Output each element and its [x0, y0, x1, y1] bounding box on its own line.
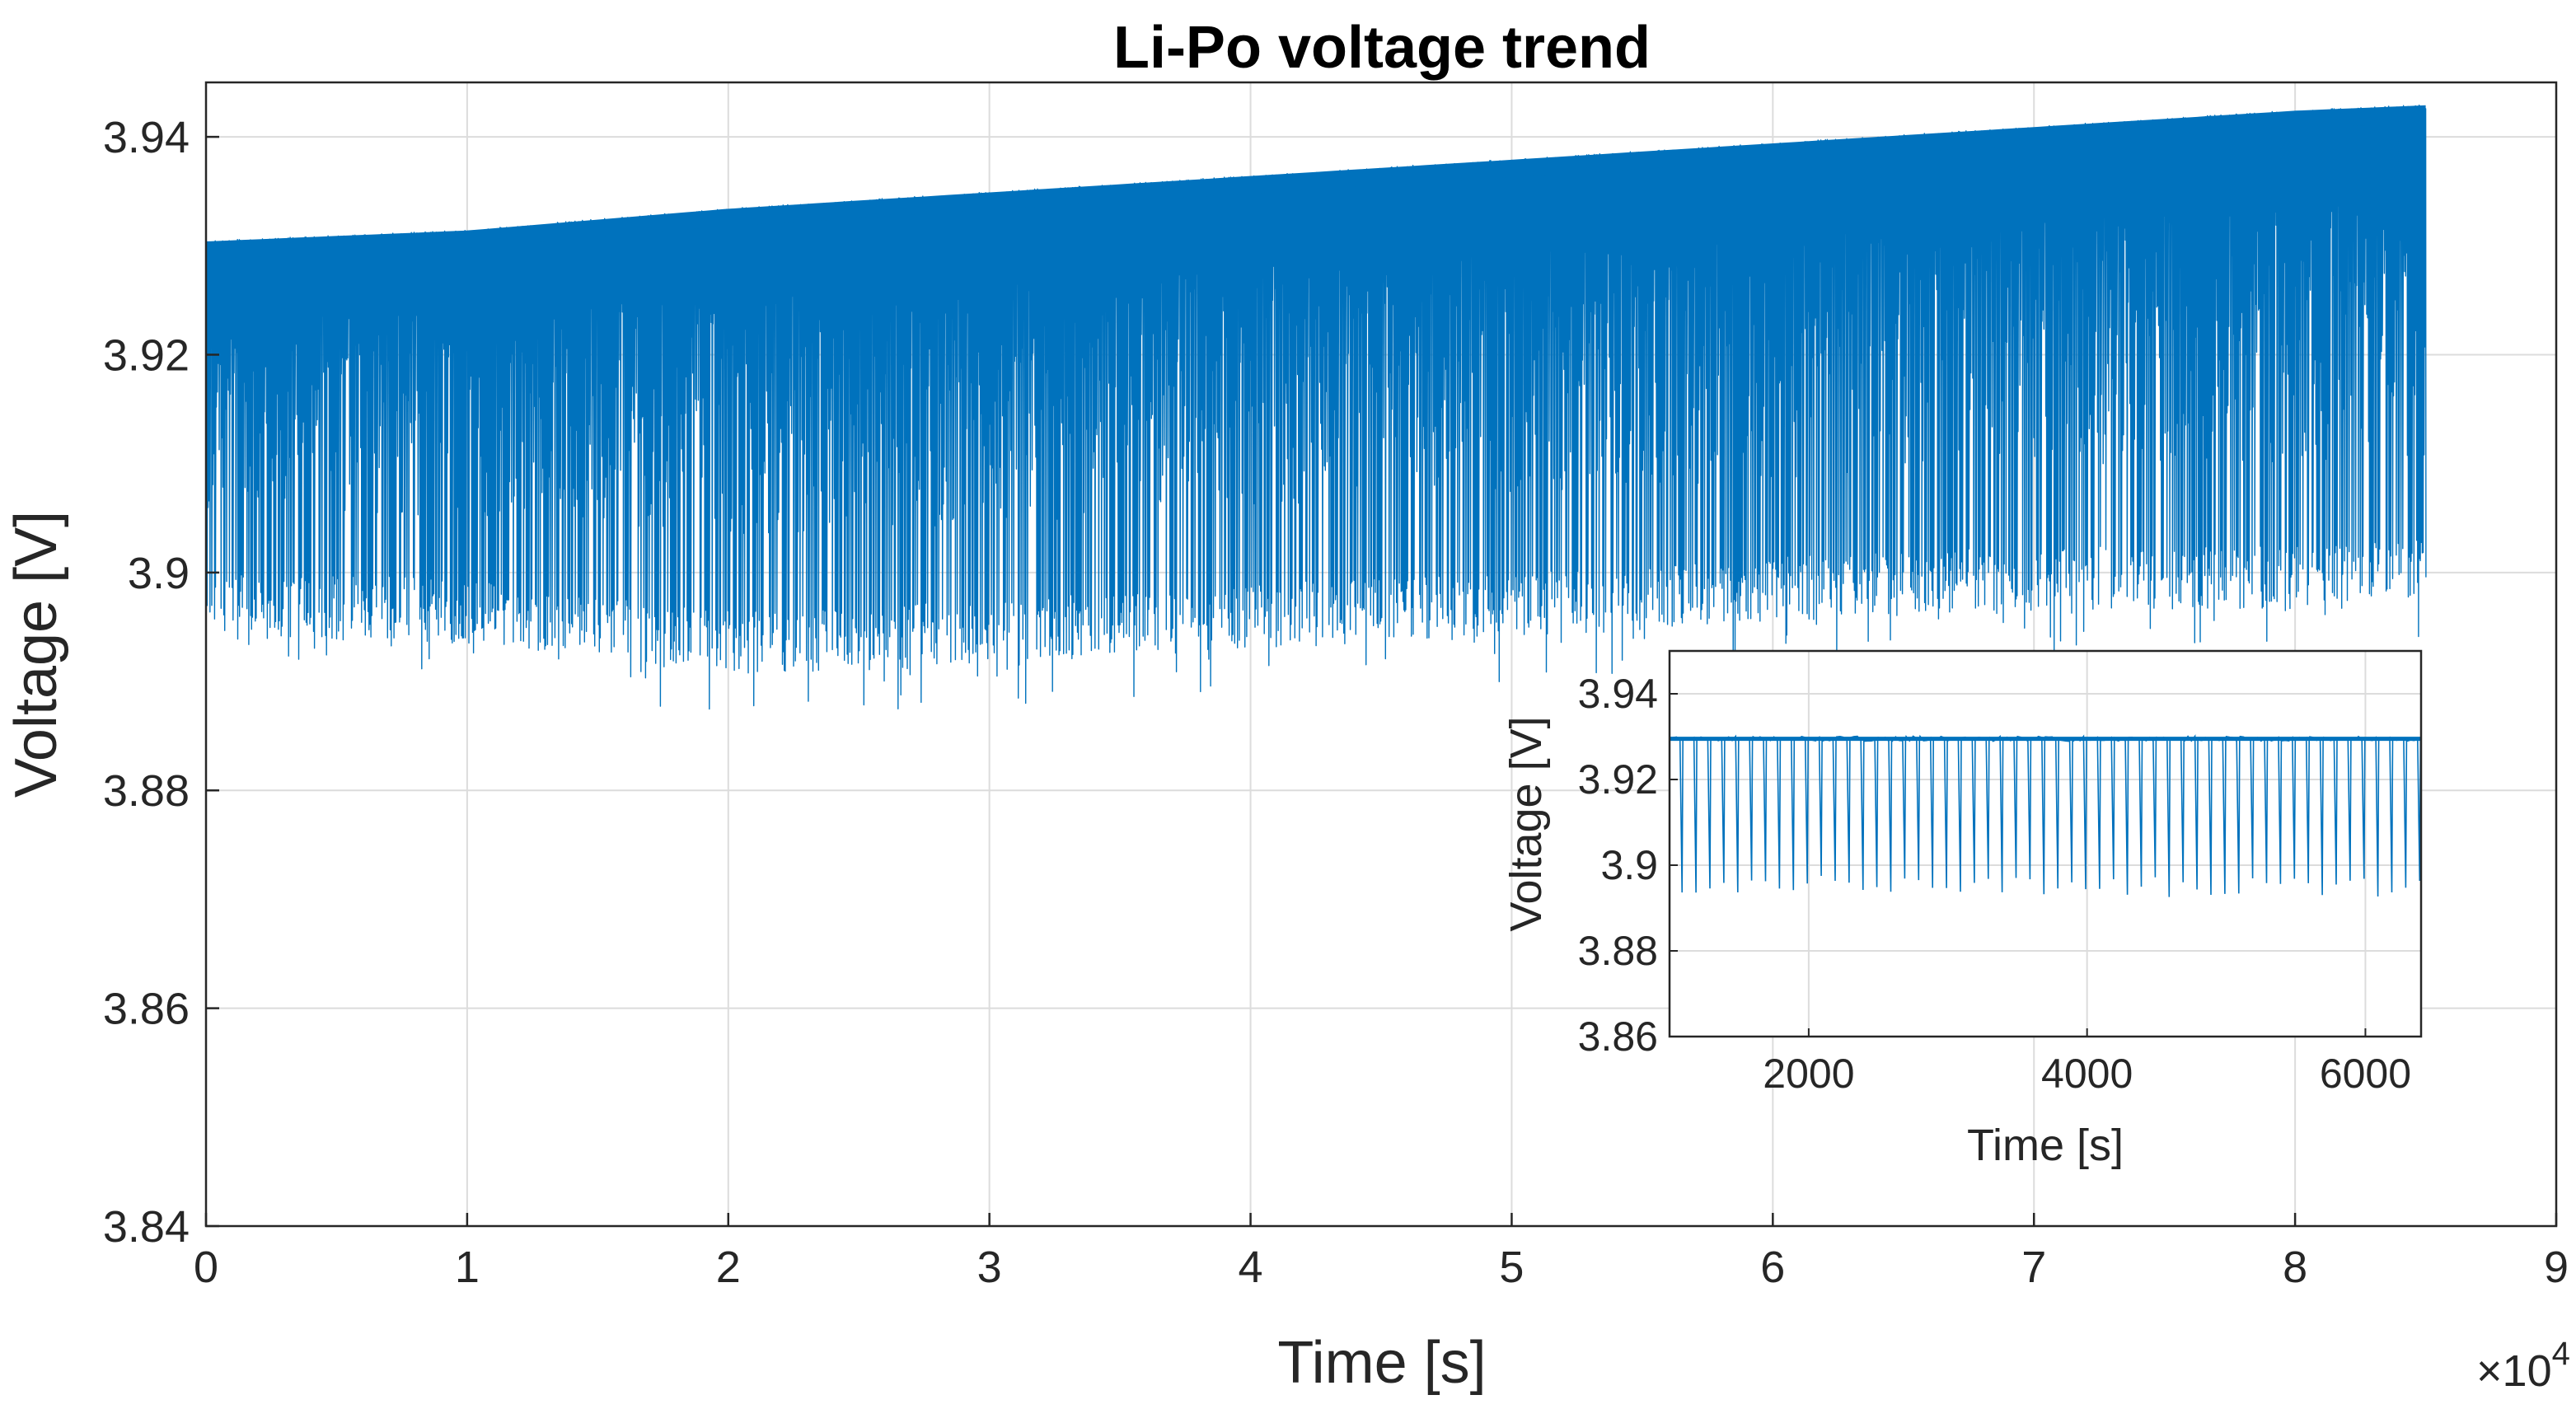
inset-ticks	[1670, 693, 2367, 1037]
main-axes-box	[204, 81, 2558, 1228]
inset-y-tick-label: 3.92	[1578, 756, 1658, 803]
inset-y-tick-label: 3.94	[1578, 671, 1658, 717]
inset-y-tick-label: 3.88	[1578, 928, 1658, 974]
main-x-tick-label: 4	[1239, 1243, 1263, 1292]
main-x-tick-label: 5	[1499, 1243, 1524, 1292]
inset-axes-box	[1668, 649, 2423, 1038]
main-y-tick-label: 3.9	[128, 549, 190, 598]
main-ticks	[204, 135, 2558, 1228]
main-y-tick-label: 3.84	[103, 1202, 190, 1252]
main-y-tick-labels: 3.84 3.86 3.88 3.9 3.92 3.94	[103, 113, 190, 1252]
x-axis-exponent: ×104	[2476, 1336, 2570, 1396]
main-series-line	[205, 104, 2427, 710]
main-plot-area	[205, 104, 2427, 710]
x-axis-label: Time [s]	[1277, 1330, 1486, 1396]
inset-axes: 2000 4000 6000 3.86 3.88 3.9 3.92 3.94 Time [s…	[1501, 649, 2423, 1170]
inset-x-tick-label: 4000	[2041, 1051, 2133, 1097]
inset-y-tick-labels: 3.86 3.88 3.9 3.92 3.94	[1578, 671, 1658, 1060]
chart-title: Li-Po voltage trend	[1113, 15, 1651, 81]
main-x-tick-label: 8	[2283, 1243, 2307, 1292]
inset-x-tick-label: 2000	[1763, 1051, 1854, 1097]
main-x-tick-label: 3	[977, 1243, 1002, 1292]
main-x-tick-label: 6	[1760, 1243, 1785, 1292]
main-y-tick-label: 3.94	[103, 113, 190, 162]
main-x-tick-label: 9	[2544, 1243, 2569, 1292]
inset-background	[1670, 651, 2421, 1037]
main-x-tick-label: 7	[2021, 1243, 2046, 1292]
main-x-tick-label: 2	[716, 1243, 741, 1292]
main-x-tick-label: 0	[194, 1243, 218, 1292]
main-x-tick-labels: 0 1 2 3 4 5 6 7 8 9	[194, 1243, 2569, 1292]
main-y-tick-label: 3.86	[103, 985, 190, 1034]
main-x-tick-label: 1	[455, 1243, 480, 1292]
inset-x-tick-labels: 2000 4000 6000	[1763, 1051, 2411, 1097]
inset-y-tick-label: 3.9	[1600, 842, 1658, 888]
y-axis-label: Voltage [V]	[3, 511, 69, 798]
main-y-tick-label: 3.92	[103, 330, 190, 380]
main-y-tick-label: 3.88	[103, 766, 190, 816]
inset-y-tick-label: 3.86	[1578, 1013, 1658, 1060]
main-series-top-band	[206, 105, 2426, 260]
inset-x-axis-label: Time [s]	[1967, 1121, 2124, 1170]
inset-y-axis-label: Voltage [V]	[1501, 716, 1551, 931]
inset-plot-area	[1669, 734, 2422, 897]
inset-x-tick-label: 6000	[2320, 1051, 2411, 1097]
